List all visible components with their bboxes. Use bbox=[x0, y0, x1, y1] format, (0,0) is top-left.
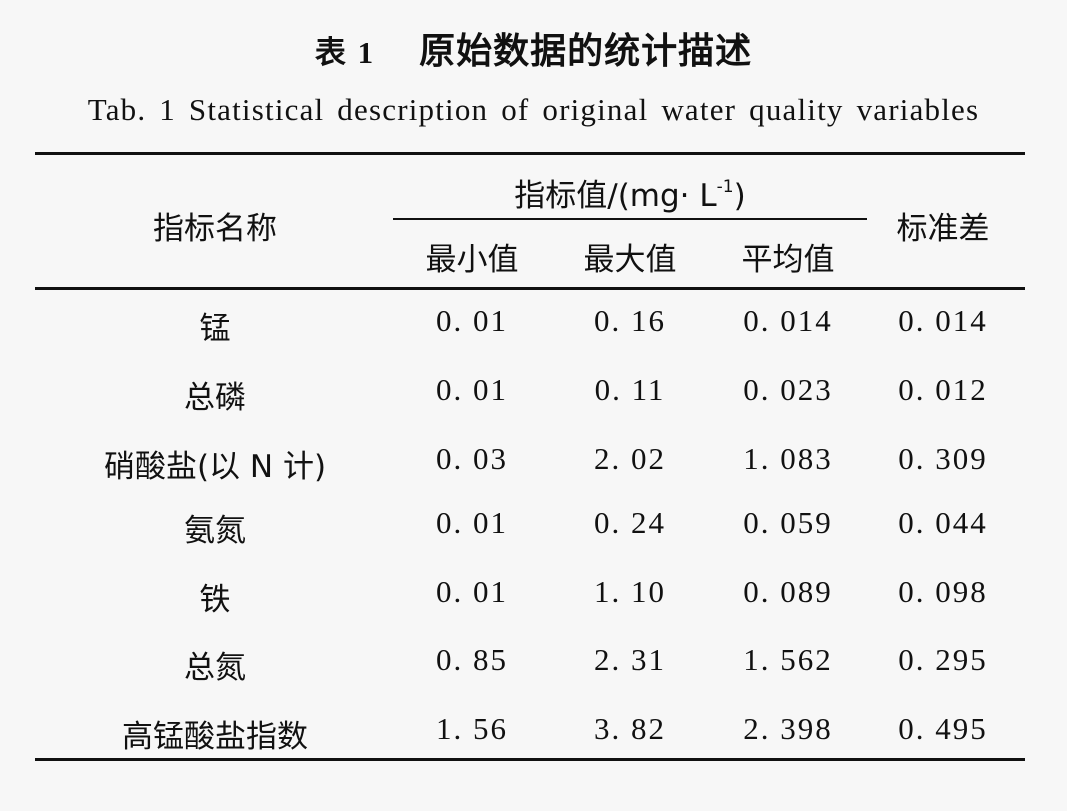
header-value-group-end: ) bbox=[733, 178, 746, 214]
row-name: 高锰酸盐指数 bbox=[122, 719, 308, 755]
row-mean: 0. 014 bbox=[743, 303, 833, 338]
row-name: 总磷 bbox=[184, 380, 246, 416]
row-name: 总氮 bbox=[184, 650, 246, 686]
row-std: 0. 044 bbox=[898, 505, 988, 540]
table-number-cn: 表 1 bbox=[314, 35, 376, 70]
row-min: 0. 01 bbox=[436, 372, 508, 407]
row-max: 0. 11 bbox=[594, 372, 666, 407]
table-title-cn: 原始数据的统计描述 bbox=[419, 31, 753, 72]
row-mean: 1. 562 bbox=[743, 642, 833, 677]
row-std: 0. 495 bbox=[898, 711, 988, 746]
header-value-group-main: 指标值/(mg· L bbox=[514, 178, 717, 214]
row-std: 0. 012 bbox=[898, 372, 988, 407]
row-min: 0. 01 bbox=[436, 303, 508, 338]
row-min: 0. 01 bbox=[436, 505, 508, 540]
header-min: 最小值 bbox=[425, 242, 519, 278]
row-min: 0. 85 bbox=[436, 642, 508, 677]
table-top-rule bbox=[35, 152, 1025, 155]
row-mean: 1. 083 bbox=[743, 441, 833, 476]
header-indicator-name: 指标名称 bbox=[153, 211, 277, 247]
table-caption-en: Tab. 1 Statistical description of origin… bbox=[87, 92, 980, 127]
table-caption-cn: 表 1 原始数据的统计描述 bbox=[0, 22, 1067, 74]
table-group-underline bbox=[393, 218, 867, 220]
table-bottom-rule bbox=[35, 758, 1025, 761]
row-max: 2. 31 bbox=[594, 642, 666, 677]
row-max: 0. 16 bbox=[594, 303, 666, 338]
row-min: 1. 56 bbox=[436, 711, 508, 746]
row-mean: 0. 089 bbox=[743, 574, 833, 609]
row-name: 氨氮 bbox=[184, 513, 246, 549]
row-name: 硝酸盐(以 N 计) bbox=[103, 449, 327, 485]
table-header-rule bbox=[35, 287, 1025, 290]
row-max: 1. 10 bbox=[594, 574, 666, 609]
row-name: 锰 bbox=[199, 311, 231, 347]
header-mean: 平均值 bbox=[741, 242, 835, 278]
row-max: 2. 02 bbox=[594, 441, 666, 476]
header-value-group: 指标值/(mg· L-1) bbox=[393, 170, 867, 215]
row-max: 3. 82 bbox=[594, 711, 666, 746]
row-std: 0. 309 bbox=[898, 441, 988, 476]
row-std: 0. 295 bbox=[898, 642, 988, 677]
row-std: 0. 014 bbox=[898, 303, 988, 338]
row-std: 0. 098 bbox=[898, 574, 988, 609]
row-mean: 0. 059 bbox=[743, 505, 833, 540]
row-min: 0. 01 bbox=[436, 574, 508, 609]
header-max: 最大值 bbox=[583, 242, 677, 278]
header-value-group-sup: -1 bbox=[716, 177, 734, 197]
row-min: 0. 03 bbox=[436, 441, 508, 476]
row-max: 0. 24 bbox=[594, 505, 666, 540]
row-name: 铁 bbox=[199, 582, 231, 618]
row-mean: 0. 023 bbox=[743, 372, 833, 407]
header-std: 标准差 bbox=[896, 211, 990, 247]
row-mean: 2. 398 bbox=[743, 711, 833, 746]
